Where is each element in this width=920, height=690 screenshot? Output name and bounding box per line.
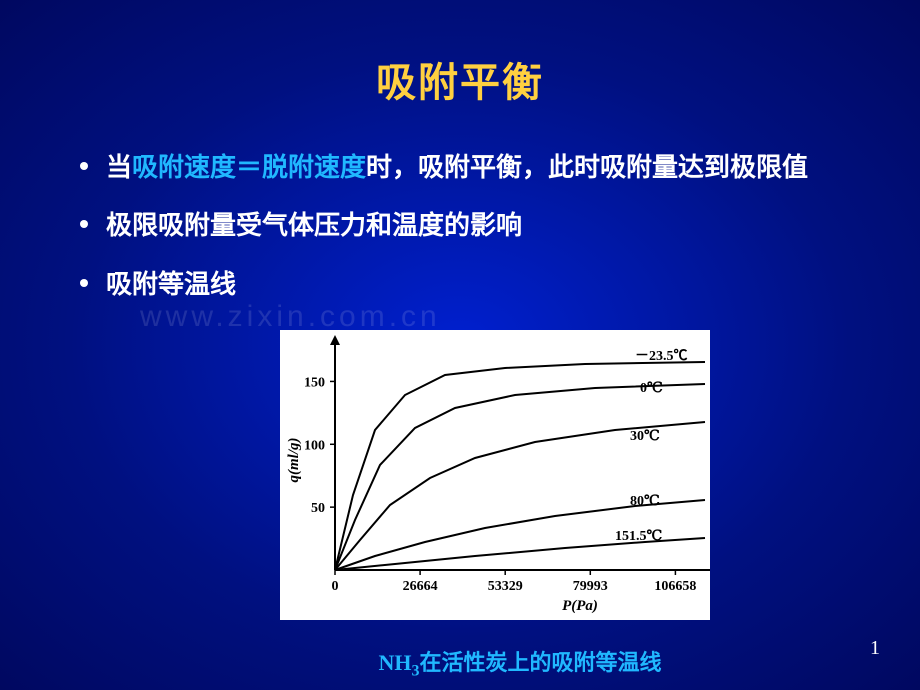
svg-text:79993: 79993 bbox=[573, 579, 608, 594]
bullet-highlight: 吸附速度＝脱附速度 bbox=[132, 153, 366, 182]
svg-text:P(Pa): P(Pa) bbox=[562, 598, 598, 614]
bullet-text: 极限吸附量受气体压力和温度的影响 bbox=[106, 206, 522, 246]
isotherm-chart: 0 26664 53329 79993 106658 50 100 150 P(Pa) q(ml/… bbox=[280, 330, 710, 620]
title-text: 吸附平衡 bbox=[376, 60, 544, 105]
chart-caption: NH3在活性炭上的吸附等温线 bbox=[0, 645, 920, 680]
svg-text:151.5℃: 151.5℃ bbox=[615, 529, 663, 544]
bullet-item: 极限吸附量受气体压力和温度的影响 bbox=[80, 206, 860, 246]
bullet-text: 吸附等温线 bbox=[106, 265, 236, 305]
svg-text:q(ml/g): q(ml/g) bbox=[286, 438, 302, 483]
page-title: 吸附平衡 bbox=[0, 0, 920, 148]
svg-text:26664: 26664 bbox=[403, 579, 438, 594]
bullet-text: 当吸附速度＝脱附速度时，吸附平衡，此时吸附量达到极限值 bbox=[106, 148, 808, 188]
svg-text:30℃: 30℃ bbox=[630, 429, 660, 444]
bullet-dot-icon bbox=[80, 220, 88, 228]
svg-text:80℃: 80℃ bbox=[630, 494, 660, 509]
watermark-text: www.zixin.com.cn bbox=[140, 300, 441, 334]
bullet-pre: 当 bbox=[106, 153, 132, 182]
caption-pre: NH bbox=[378, 650, 411, 675]
bullet-pre: 吸附等温线 bbox=[106, 270, 236, 299]
svg-text:150: 150 bbox=[304, 375, 325, 390]
page-number: 1 bbox=[870, 637, 880, 660]
bullet-item: 吸附等温线 bbox=[80, 265, 860, 305]
bullet-list: 当吸附速度＝脱附速度时，吸附平衡，此时吸附量达到极限值 极限吸附量受气体压力和温… bbox=[0, 148, 920, 305]
svg-text:50: 50 bbox=[311, 501, 325, 516]
bullet-pre: 极限吸附量受气体压力和温度的影响 bbox=[106, 211, 522, 240]
svg-text:－23.5℃: －23.5℃ bbox=[635, 349, 688, 364]
svg-text:0: 0 bbox=[332, 579, 339, 594]
chart-svg: 0 26664 53329 79993 106658 50 100 150 P(Pa) q(ml/… bbox=[280, 330, 710, 620]
caption-post: 在活性炭上的吸附等温线 bbox=[419, 650, 661, 675]
svg-text:106658: 106658 bbox=[654, 579, 696, 594]
bullet-post: 时，吸附平衡，此时吸附量达到极限值 bbox=[366, 153, 808, 182]
svg-text:100: 100 bbox=[304, 438, 325, 453]
bullet-dot-icon bbox=[80, 162, 88, 170]
bullet-item: 当吸附速度＝脱附速度时，吸附平衡，此时吸附量达到极限值 bbox=[80, 148, 860, 188]
bullet-dot-icon bbox=[80, 279, 88, 287]
svg-text:0℃: 0℃ bbox=[640, 381, 663, 396]
svg-text:53329: 53329 bbox=[488, 579, 523, 594]
